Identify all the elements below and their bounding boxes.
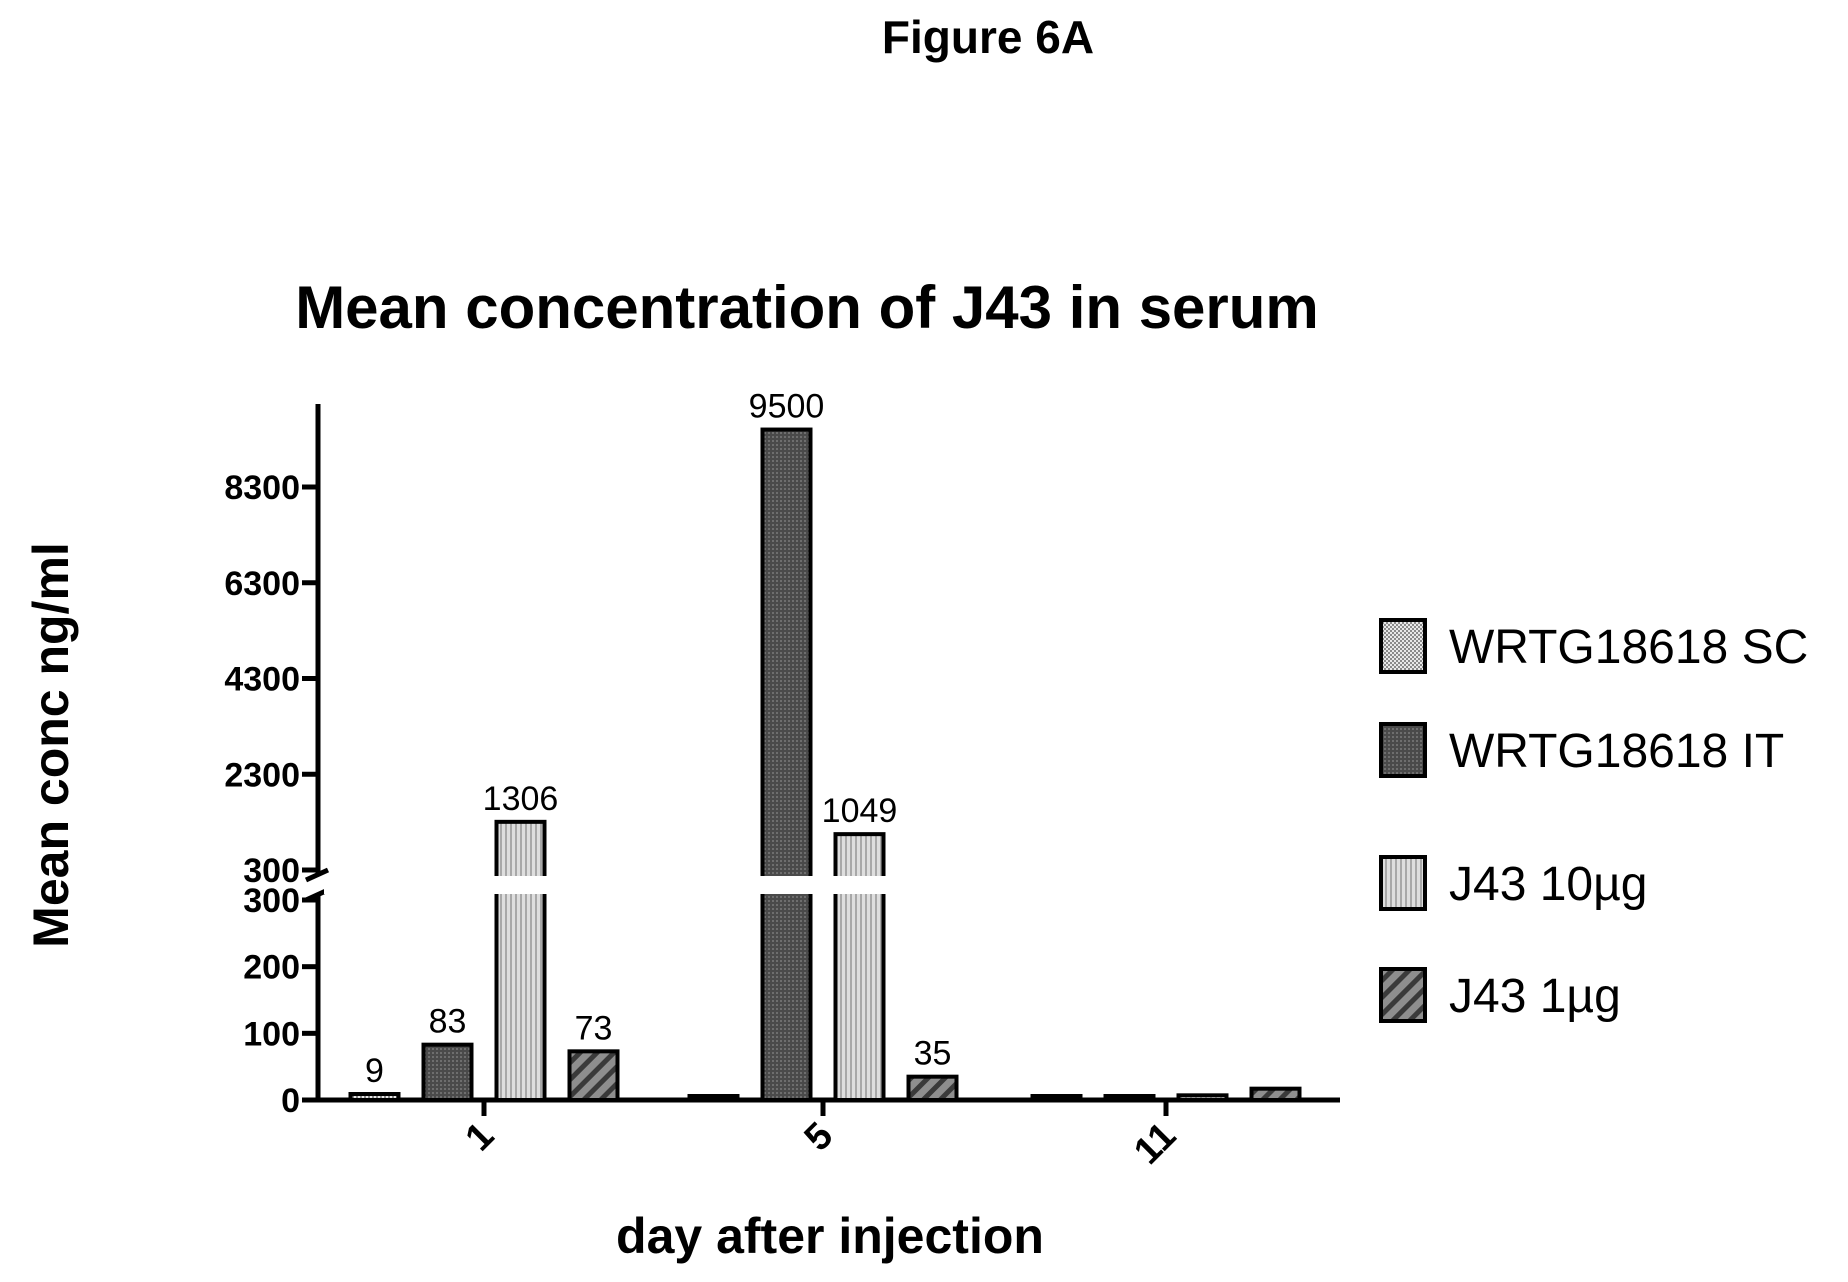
legend-swatch <box>1379 855 1427 911</box>
x-tick-label: 11 <box>1126 1115 1184 1173</box>
data-label: 1306 <box>483 780 559 818</box>
y-tick-label: 4300 <box>224 661 300 699</box>
y-tick-label: 0 <box>281 1082 300 1120</box>
legend: WRTG18618 SC WRTG18618 IT J43 10µg J43 1µg <box>1379 618 1808 1023</box>
legend-swatch <box>1379 967 1427 1023</box>
bar-j43-10-g-day-11 <box>1176 1093 1229 1103</box>
data-label: 73 <box>575 1009 613 1047</box>
x-tick-label: 1 <box>458 1115 503 1160</box>
y-tick-label: 8300 <box>224 469 300 507</box>
bar-j43-1-g-day-11 <box>1249 1086 1302 1102</box>
bar-wrtg18618-sc-day-1 <box>348 1092 401 1102</box>
bar-j43-10-g-day-5 <box>833 832 886 1102</box>
data-labels: 9 83 1306 73 9500 1049 35 <box>365 388 951 1090</box>
bar-wrtg18618-it-day-11 <box>1103 1094 1156 1102</box>
bar-wrtg18618-sc-day-11 <box>1030 1094 1083 1102</box>
figure-label: Figure 6A <box>881 11 1095 63</box>
chart-title: Mean concentration of J43 in serum <box>295 274 1319 341</box>
bar-wrtg18618-it-day-5 <box>760 427 813 1102</box>
legend-label: WRTG18618 SC <box>1449 621 1808 674</box>
data-label: 83 <box>429 1003 467 1041</box>
legend-swatch <box>1379 618 1427 674</box>
bar-wrtg18618-it-day-1 <box>421 1042 474 1102</box>
bar-j43-1-g-day-5 <box>906 1074 959 1102</box>
y-tick-label: 100 <box>243 1015 300 1053</box>
x-tick-label: 5 <box>797 1115 842 1160</box>
bars <box>324 427 1346 1103</box>
data-label: 1049 <box>822 792 898 830</box>
bar-j43-10-g-day-1 <box>494 819 547 1103</box>
y-tick-label: 300 <box>243 882 300 920</box>
data-label: 9500 <box>749 388 825 426</box>
legend-label: J43 10µg <box>1449 858 1647 911</box>
axis-break-gap <box>324 876 1346 894</box>
legend-label: WRTG18618 IT <box>1449 725 1784 778</box>
bar-wrtg18618-sc-day-5 <box>687 1094 740 1102</box>
y-axis-label: Mean conc ng/ml <box>23 542 79 948</box>
legend-swatch <box>1379 722 1427 778</box>
data-label: 9 <box>365 1052 384 1090</box>
y-tick-label: 300 <box>243 852 300 890</box>
y-tick-label: 6300 <box>224 565 300 603</box>
bar-j43-1-g-day-1 <box>567 1049 620 1103</box>
y-tick-label: 2300 <box>224 756 300 794</box>
y-tick-label: 200 <box>243 949 300 987</box>
axis-break-mark <box>304 867 330 883</box>
legend-label: J43 1µg <box>1449 970 1621 1023</box>
data-label: 35 <box>914 1035 952 1073</box>
x-axis-label: day after injection <box>616 1208 1044 1264</box>
